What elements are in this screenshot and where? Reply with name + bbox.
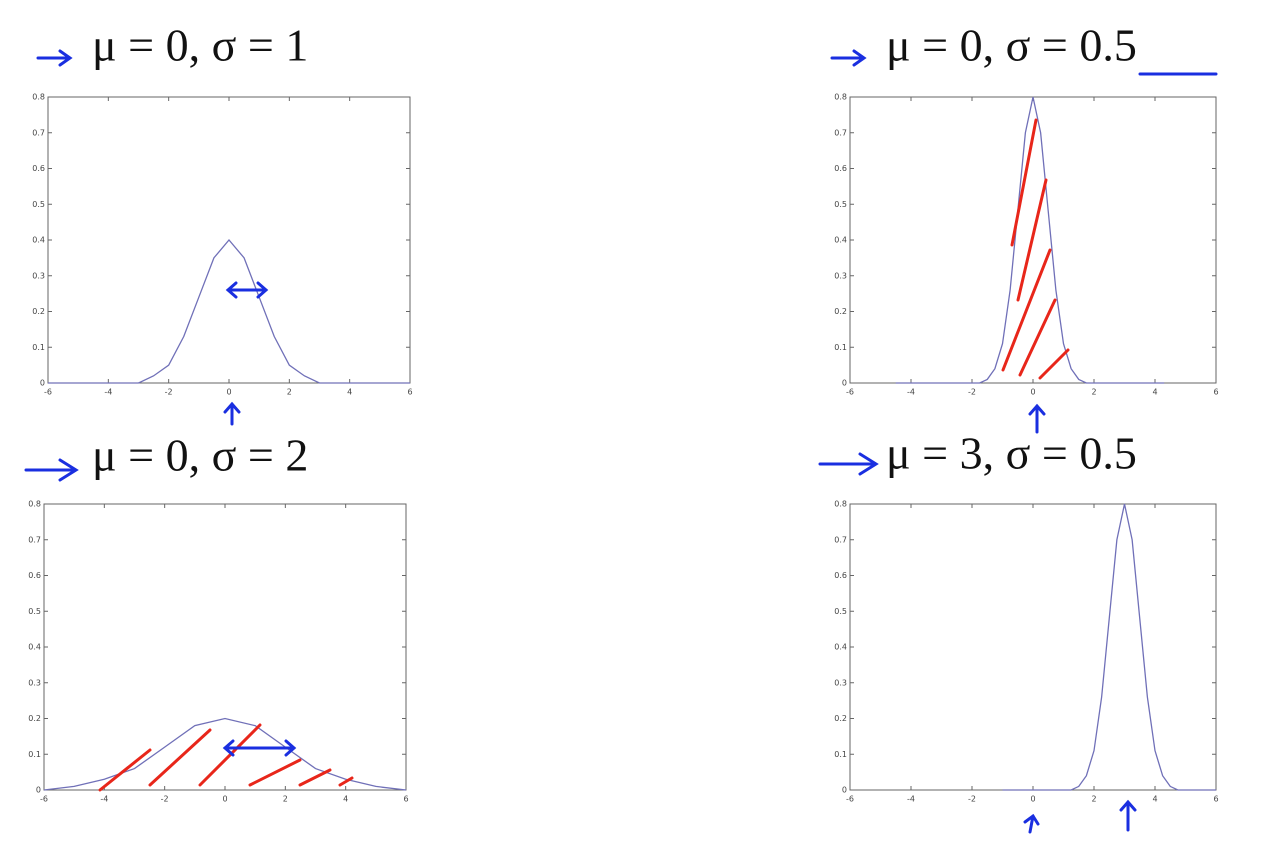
y-tick-label: 0.8 [32, 93, 45, 102]
chart-title: μ = 0, σ = 1 [92, 20, 308, 71]
x-tick-label: -4 [100, 795, 108, 804]
y-tick-label: 0 [842, 786, 847, 795]
y-tick-label: 0.5 [834, 200, 847, 209]
x-tick-label: 4 [343, 795, 348, 804]
y-tick-label: 0.4 [32, 236, 45, 245]
hatch-lines [1001, 118, 1070, 380]
y-tick-label: 0.1 [28, 750, 41, 759]
chart-title: μ = 3, σ = 0.5 [886, 428, 1137, 479]
y-tick-label: 0.5 [32, 200, 45, 209]
y-tick-label: 0.8 [834, 500, 847, 509]
y-tick-label: 0.7 [32, 128, 45, 137]
y-tick-label: 0 [36, 786, 41, 795]
x-tick-label: 6 [1213, 795, 1218, 804]
y-tick-label: 0.3 [28, 678, 41, 687]
x-tick-label: 0 [226, 388, 231, 397]
x-tick-label: -2 [165, 388, 173, 397]
curve [895, 96, 1165, 384]
y-tick-label: 0.1 [834, 343, 847, 352]
y-tick-label: 0.5 [28, 607, 41, 616]
y-tick-label: 0.1 [834, 750, 847, 759]
y-tick-label: 0.6 [28, 571, 41, 580]
y-tick-label: 0.8 [28, 500, 41, 509]
x-tick-label: -4 [907, 388, 915, 397]
arrow [1023, 813, 1040, 834]
x-tick-label: 6 [1213, 388, 1218, 397]
y-tick-label: 0.7 [834, 535, 847, 544]
x-tick-label: 2 [1091, 388, 1096, 397]
x-tick-label: 4 [347, 388, 352, 397]
arrow [223, 401, 241, 426]
y-tick-label: 0.3 [32, 271, 45, 280]
x-tick-label: 6 [403, 795, 408, 804]
hatch-lines [98, 723, 354, 792]
x-tick-label: -6 [846, 388, 854, 397]
arrow [24, 458, 79, 482]
x-tick-label: 2 [287, 388, 292, 397]
y-tick-label: 0.4 [834, 236, 847, 245]
y-tick-label: 0.2 [32, 307, 45, 316]
y-tick-label: 0.2 [834, 714, 847, 723]
x-tick-label: 0 [1030, 388, 1035, 397]
curve [48, 238, 410, 384]
x-tick-label: 0 [222, 795, 227, 804]
curve [43, 717, 407, 791]
y-tick-label: 0.1 [32, 343, 45, 352]
double-arrow [225, 281, 269, 299]
x-tick-label: -2 [968, 795, 976, 804]
y-tick-label: 0.2 [834, 307, 847, 316]
x-tick-label: 4 [1152, 795, 1157, 804]
x-tick-label: 0 [1030, 795, 1035, 804]
x-tick-label: -6 [44, 388, 52, 397]
y-tick-label: 0.6 [32, 164, 45, 173]
arrow [1119, 799, 1137, 832]
y-tick-label: 0 [842, 379, 847, 388]
handwritten-annotations [24, 49, 1218, 834]
chart: μ = 0, σ = 0.5 0 0.1 0.2 0.3 0.4 0.5 0.6 0.7 0.8 -… [834, 20, 1218, 397]
arrow [830, 49, 867, 67]
y-tick-label: 0.7 [834, 128, 847, 137]
x-tick-label: -4 [907, 795, 915, 804]
y-tick-label: 0.4 [834, 643, 847, 652]
chart: μ = 0, σ = 2 0 0.1 0.2 0.3 0.4 0.5 0.6 0.7 0.8 -6 -… [28, 430, 408, 804]
arrow [1028, 403, 1046, 434]
arrow [36, 49, 73, 67]
chart: μ = 3, σ = 0.5 0 0.1 0.2 0.3 0.4 0.5 0.6 0.7 0.8 -… [834, 428, 1218, 804]
y-tick-label: 0.2 [28, 714, 41, 723]
y-tick-label: 0.4 [28, 643, 41, 652]
y-tick-label: 0.6 [834, 164, 847, 173]
y-tick-label: 0 [40, 379, 45, 388]
chart-title: μ = 0, σ = 2 [92, 430, 308, 481]
x-tick-label: 2 [1091, 795, 1096, 804]
curve [1002, 503, 1216, 791]
chart: μ = 0, σ = 1 0 0.1 0.2 0.3 0.4 0.5 0.6 0.7 0.8 -6 -… [32, 20, 412, 397]
y-tick-label: 0.7 [28, 535, 41, 544]
y-tick-label: 0.6 [834, 571, 847, 580]
arrow [818, 452, 879, 476]
y-tick-label: 0.3 [834, 271, 847, 280]
x-tick-label: -4 [104, 388, 112, 397]
x-tick-label: 4 [1152, 388, 1157, 397]
double-arrow [222, 739, 297, 757]
x-tick-label: -6 [846, 795, 854, 804]
plot-frame [849, 503, 1217, 791]
y-tick-label: 0.3 [834, 678, 847, 687]
hatching [98, 118, 1070, 792]
x-tick-label: 6 [407, 388, 412, 397]
x-tick-label: 2 [283, 795, 288, 804]
y-tick-label: 0.8 [834, 93, 847, 102]
chart-title: μ = 0, σ = 0.5 [886, 20, 1137, 71]
x-tick-label: -2 [161, 795, 169, 804]
x-tick-label: -2 [968, 388, 976, 397]
y-tick-label: 0.5 [834, 607, 847, 616]
x-tick-label: -6 [40, 795, 48, 804]
plot-frame [43, 503, 407, 791]
